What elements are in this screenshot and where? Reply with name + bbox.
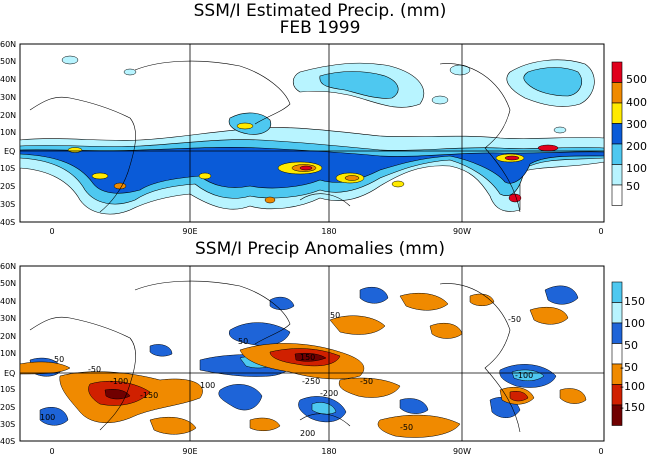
bottom-cb-50: 50 [624, 339, 638, 352]
bottom-cb-neg50: -50 [620, 361, 638, 374]
contour-label: 100 [40, 413, 55, 422]
bottom-lat-20n: 20N [0, 332, 16, 341]
contour-label: 200 [300, 429, 315, 438]
top-lon-180: 180 [321, 227, 336, 236]
top-lat-10s: 10S [0, 164, 15, 173]
top-cb-500: 500 [626, 73, 647, 86]
precip-anomalies-panel: SSM/I Precip Anomalies (mm) [0, 239, 645, 456]
top-precip-field [20, 55, 604, 215]
top-lat-40s: 40S [0, 218, 15, 227]
contour-label: 100 [200, 381, 215, 390]
contour-label: -50 [400, 423, 413, 432]
contour-label: 50 [54, 355, 64, 364]
bottom-lat-10s: 10S [0, 385, 15, 394]
bottom-cb-150: 150 [624, 295, 645, 308]
top-colorbar-swatch [611, 184, 623, 206]
top-lon-90w: 90W [453, 227, 471, 236]
top-lon-0-right: 0 [598, 227, 603, 236]
bottom-lon-90w: 90W [453, 447, 471, 456]
bottom-lat-eq: EQ [4, 369, 15, 378]
estimated-precip-panel: SSM/I Estimated Precip. (mm) FEB 1999 [0, 1, 647, 236]
bottom-colorbar: 150 100 50 -50 -100 -150 [611, 281, 645, 426]
top-lat-30s: 30S [0, 200, 15, 209]
top-colorbar: 500 400 300 200 100 50 [611, 61, 647, 206]
contour-label: 150 [300, 353, 315, 362]
top-small-patches [61, 55, 567, 134]
top-lat-60n: 60N [0, 40, 16, 49]
top-lat-40n: 40N [0, 75, 16, 84]
contour-label: 50 [238, 337, 248, 346]
bottom-lat-60n: 60N [0, 262, 16, 271]
top-lon-labels: 0 90E 180 90W 0 [49, 227, 603, 236]
top-lon-0: 0 [49, 227, 54, 236]
bottom-cb-100: 100 [624, 317, 645, 330]
bottom-lat-30s: 30S [0, 420, 15, 429]
top-npac-storm-core [319, 71, 399, 99]
bottom-lon-0: 0 [49, 447, 54, 456]
bottom-colorbar-swatch [611, 281, 623, 303]
bottom-lon-0-right: 0 [598, 447, 603, 456]
bottom-cb-neg150: -150 [620, 401, 645, 414]
top-cb-50: 50 [626, 180, 640, 193]
bottom-lon-90e: 90E [182, 447, 197, 456]
bottom-lat-50n: 50N [0, 279, 16, 288]
bottom-title: SSM/I Precip Anomalies (mm) [195, 239, 445, 259]
bottom-colorbar-swatches [611, 281, 623, 426]
top-colorbar-swatch [611, 102, 623, 124]
bottom-lat-20s: 20S [0, 403, 15, 412]
top-cb-300: 300 [626, 118, 647, 131]
top-colorbar-swatch [611, 61, 623, 83]
top-cb-100: 100 [626, 162, 647, 175]
top-cb-400: 400 [626, 96, 647, 109]
bottom-lat-labels: 60N 50N 40N 30N 20N 10N EQ 10S 20S 30S 4… [0, 262, 16, 446]
top-natl-storm-core [523, 67, 582, 97]
contour-label: -50 [508, 315, 521, 324]
bottom-lat-30n: 30N [0, 314, 16, 323]
bottom-cb-neg100: -100 [620, 380, 645, 393]
bottom-anomaly-field [20, 285, 587, 438]
top-lat-10n: 10N [0, 128, 16, 137]
top-grid [20, 44, 604, 222]
bottom-lon-labels: 0 90E 180 90W 0 [49, 447, 603, 456]
top-title: SSM/I Estimated Precip. (mm) [194, 1, 447, 21]
bottom-colorbar-swatch [611, 302, 623, 324]
top-coastlines [29, 60, 521, 213]
top-lat-20s: 20S [0, 182, 15, 191]
top-lon-90e: 90E [182, 227, 197, 236]
contour-label: -150 [140, 391, 158, 400]
top-lat-eq: EQ [4, 147, 15, 156]
bottom-colorbar-swatch [611, 322, 623, 344]
bottom-negative-anomalies [20, 293, 587, 438]
contour-label: 50 [330, 311, 340, 320]
top-lat-labels: 60N 50N 40N 30N 20N 10N EQ 10S 20S 30S 4… [0, 40, 16, 227]
bottom-lon-180: 180 [321, 447, 336, 456]
bottom-coastlines [29, 280, 521, 433]
top-colorbar-swatch [611, 123, 623, 145]
top-lat-30n: 30N [0, 93, 16, 102]
bottom-colorbar-swatch [611, 404, 623, 426]
bottom-grid [20, 266, 604, 441]
bottom-lat-10n: 10N [0, 349, 16, 358]
bottom-lat-40n: 40N [0, 297, 16, 306]
top-colorbar-swatch [611, 82, 623, 104]
top-cb-200: 200 [626, 140, 647, 153]
bottom-lat-40s: 40S [0, 437, 15, 446]
top-subtitle: FEB 1999 [280, 18, 361, 38]
top-colorbar-swatches [611, 61, 623, 206]
top-hotspots [67, 122, 559, 204]
contour-label: -100 [515, 371, 533, 380]
contour-label: -50 [360, 377, 373, 386]
top-colorbar-swatch [611, 164, 623, 186]
contour-label: -50 [88, 365, 101, 374]
top-lat-50n: 50N [0, 57, 16, 66]
top-lat-20n: 20N [0, 111, 16, 120]
contour-label: -250 [302, 377, 320, 386]
contour-label: -100 [110, 377, 128, 386]
top-colorbar-swatch [611, 143, 623, 165]
bottom-positive-anomalies [29, 285, 579, 426]
